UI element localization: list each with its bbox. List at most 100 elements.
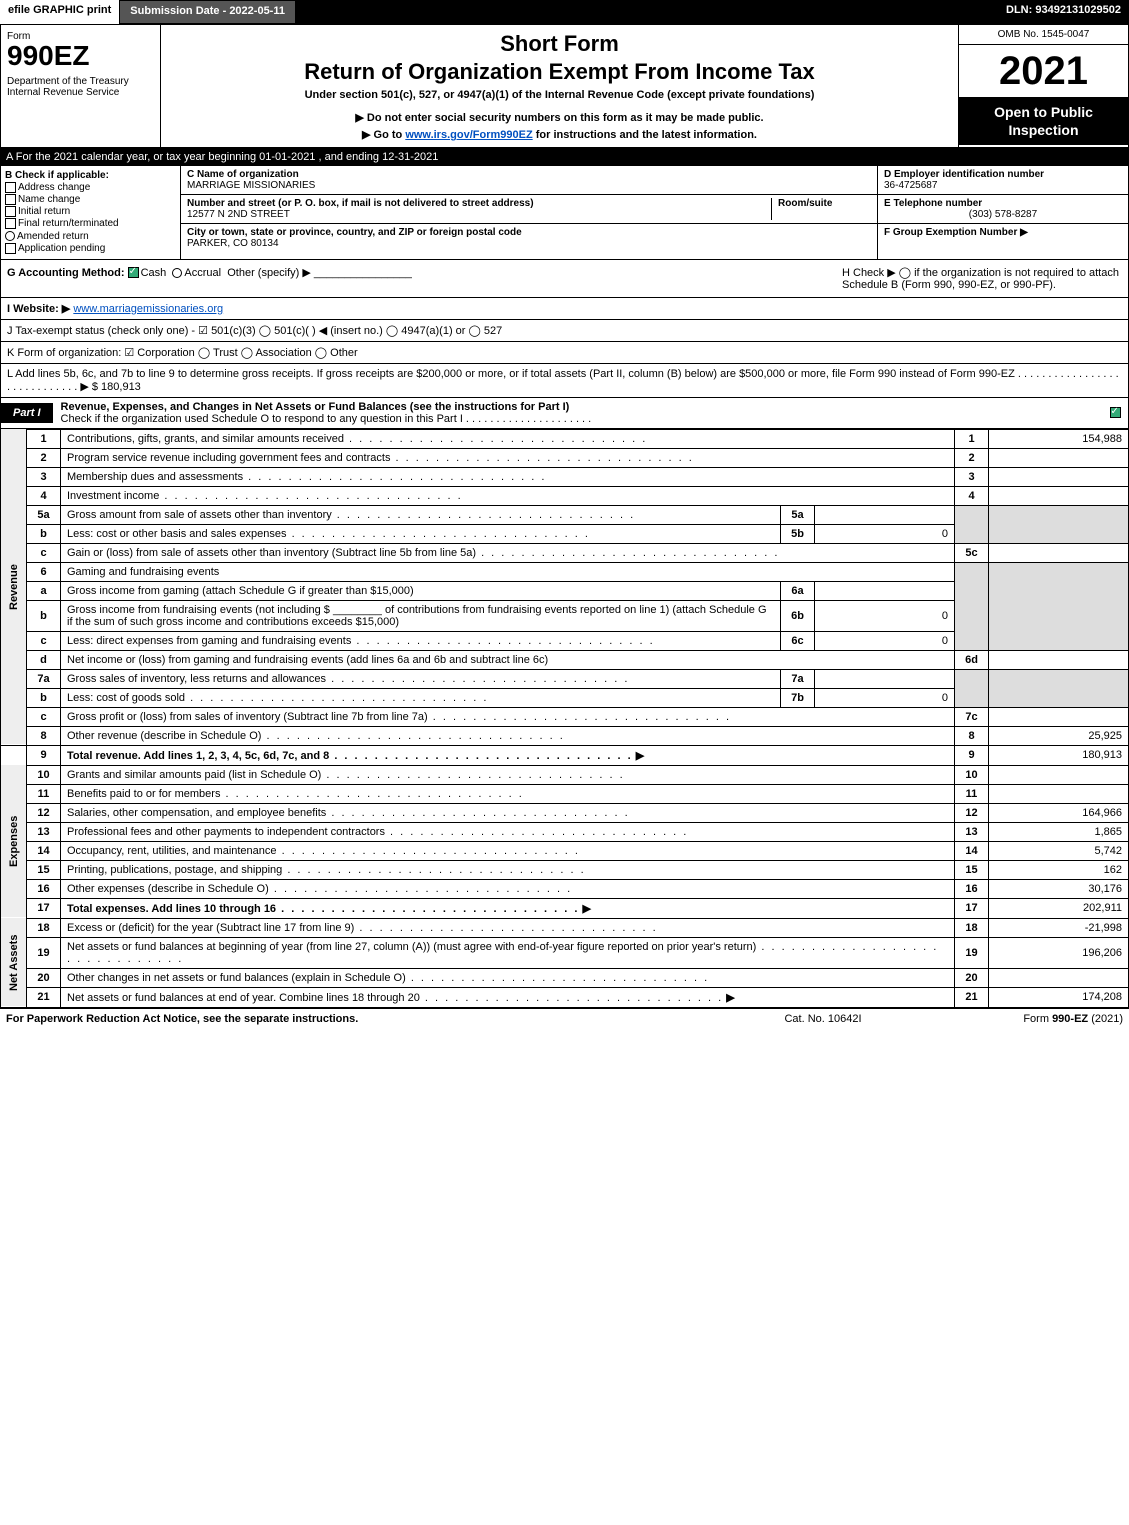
row-l: L Add lines 5b, 6c, and 7b to line 9 to … <box>0 364 1129 398</box>
notice-ssn: ▶ Do not enter social security numbers o… <box>171 111 948 124</box>
line-ref: 12 <box>955 803 989 822</box>
line-amount <box>989 784 1129 803</box>
sub-amount: 0 <box>815 688 955 707</box>
arrow-icon: ▶ <box>583 903 591 915</box>
line-num: 20 <box>27 968 61 987</box>
line-amount: 180,913 <box>989 745 1129 765</box>
line-desc: Contributions, gifts, grants, and simila… <box>61 429 955 448</box>
g-cash: Cash <box>141 267 167 279</box>
line-num: 6 <box>27 562 61 581</box>
line-num: b <box>27 688 61 707</box>
table-row: 5a Gross amount from sale of assets othe… <box>1 505 1129 524</box>
chk-label: Name change <box>18 194 80 205</box>
line-num: c <box>27 543 61 562</box>
chk-address-change[interactable]: Address change <box>5 182 176 193</box>
c-street: Number and street (or P. O. box, if mail… <box>181 195 877 224</box>
row-i: I Website: ▶ www.marriagemissionaries.or… <box>0 298 1129 320</box>
line-ref: 21 <box>955 987 989 1007</box>
line-amount: 162 <box>989 860 1129 879</box>
sub-ref: 7b <box>781 688 815 707</box>
checkbox-filled-icon <box>1110 407 1121 418</box>
line-ref: 17 <box>955 898 989 918</box>
section-expenses: Expenses <box>1 765 27 918</box>
line-desc: Salaries, other compensation, and employ… <box>61 803 955 822</box>
dln-label: DLN: 93492131029502 <box>998 0 1129 24</box>
row-a: A For the 2021 calendar year, or tax yea… <box>0 148 1129 166</box>
chk-application-pending[interactable]: Application pending <box>5 243 176 254</box>
d-ein: D Employer identification number 36-4725… <box>878 166 1128 195</box>
radio-icon <box>5 231 15 241</box>
arrow-icon: ▶ <box>636 750 644 762</box>
line-num: 1 <box>27 429 61 448</box>
line-num: 15 <box>27 860 61 879</box>
chk-initial-return[interactable]: Initial return <box>5 206 176 217</box>
line-num: 19 <box>27 937 61 968</box>
chk-label: Application pending <box>18 243 105 254</box>
c-street-lbl: Number and street (or P. O. box, if mail… <box>187 198 534 209</box>
chk-label: Initial return <box>18 206 70 217</box>
c-city-lbl: City or town, state or province, country… <box>187 227 522 238</box>
line-desc: Grants and similar amounts paid (list in… <box>61 765 955 784</box>
chk-final-return[interactable]: Final return/terminated <box>5 218 176 229</box>
line-desc: Net assets or fund balances at beginning… <box>61 937 955 968</box>
website-link[interactable]: www.marriagemissionaries.org <box>73 303 223 315</box>
line-desc: Other expenses (describe in Schedule O) <box>61 879 955 898</box>
c-street-val: 12577 N 2ND STREET <box>187 209 290 220</box>
section-revenue: Revenue <box>1 429 27 745</box>
line-ref: 18 <box>955 918 989 937</box>
omb-number: OMB No. 1545-0047 <box>959 25 1128 45</box>
line-desc: Gross profit or (loss) from sales of inv… <box>61 707 955 726</box>
line-num: 10 <box>27 765 61 784</box>
line-desc: Printing, publications, postage, and shi… <box>61 860 955 879</box>
line-ref: 3 <box>955 467 989 486</box>
part-i-checkbox[interactable] <box>1104 407 1128 419</box>
table-row: 19 Net assets or fund balances at beginn… <box>1 937 1129 968</box>
chk-amended-return[interactable]: Amended return <box>5 231 176 242</box>
line-amount <box>989 968 1129 987</box>
line-ref: 13 <box>955 822 989 841</box>
line-amount <box>989 543 1129 562</box>
table-row: c Gross profit or (loss) from sales of i… <box>1 707 1129 726</box>
table-row: 2 Program service revenue including gove… <box>1 448 1129 467</box>
section-spacer <box>1 745 27 765</box>
irs-link[interactable]: www.irs.gov/Form990EZ <box>405 129 532 141</box>
part-i-title-b: Revenue, Expenses, and Changes in Net As… <box>61 401 570 413</box>
line-desc: Membership dues and assessments <box>61 467 955 486</box>
line-desc: Total revenue. Add lines 1, 2, 3, 4, 5c,… <box>61 745 955 765</box>
line-amount: 174,208 <box>989 987 1129 1007</box>
lines-table: Revenue 1 Contributions, gifts, grants, … <box>0 429 1129 1008</box>
line-ref: 5c <box>955 543 989 562</box>
line-amount <box>989 765 1129 784</box>
line-ref: 20 <box>955 968 989 987</box>
line-desc: Less: cost of goods sold <box>61 688 781 707</box>
line-desc: Benefits paid to or for members <box>61 784 955 803</box>
line-ref: 19 <box>955 937 989 968</box>
line-ref: 15 <box>955 860 989 879</box>
table-row: 4 Investment income 4 <box>1 486 1129 505</box>
line-num: c <box>27 707 61 726</box>
table-row: 16 Other expenses (describe in Schedule … <box>1 879 1129 898</box>
line-num: 4 <box>27 486 61 505</box>
line-num: 3 <box>27 467 61 486</box>
footer-right-pre: Form <box>1023 1013 1052 1025</box>
e-lbl: E Telephone number <box>884 198 982 209</box>
sub-ref: 6a <box>781 581 815 600</box>
sub-amount <box>815 669 955 688</box>
line-num: 2 <box>27 448 61 467</box>
short-form-title: Short Form <box>171 31 948 57</box>
line-desc: Net assets or fund balances at end of ye… <box>61 987 955 1007</box>
c-room-lbl: Room/suite <box>778 198 832 209</box>
c-name-val: MARRIAGE MISSIONARIES <box>187 180 315 191</box>
row-j: J Tax-exempt status (check only one) - ☑… <box>0 320 1129 342</box>
table-row: c Gain or (loss) from sale of assets oth… <box>1 543 1129 562</box>
table-row: 11 Benefits paid to or for members 11 <box>1 784 1129 803</box>
line-amount: 196,206 <box>989 937 1129 968</box>
line-amount: -21,998 <box>989 918 1129 937</box>
line-ref: 9 <box>955 745 989 765</box>
chk-name-change[interactable]: Name change <box>5 194 176 205</box>
main-title: Return of Organization Exempt From Incom… <box>171 59 948 85</box>
arrow-icon: ▶ <box>726 992 734 1004</box>
section-netassets: Net Assets <box>1 918 27 1007</box>
e-tel: E Telephone number (303) 578-8287 <box>878 195 1128 224</box>
d-val: 36-4725687 <box>884 180 937 191</box>
